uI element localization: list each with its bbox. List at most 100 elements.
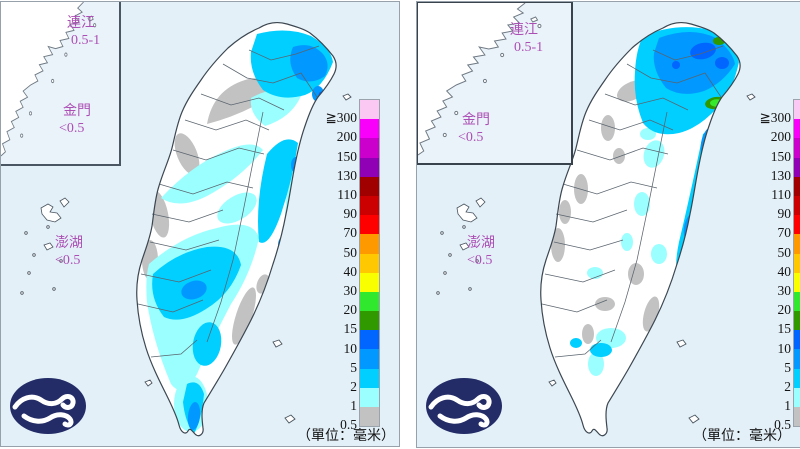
- legend-swatch-200: [794, 119, 800, 139]
- cwb-logo-left: [10, 378, 86, 434]
- right-map-svg: [436, 21, 756, 437]
- kinmen-value: <0.5: [59, 121, 85, 136]
- legend-swatch-15: [794, 311, 800, 331]
- legend-swatch-10: [360, 330, 379, 350]
- rain-medium-5-10: [181, 45, 328, 430]
- legend-swatch-1: [794, 387, 800, 407]
- legend-label-110: 110: [337, 187, 357, 202]
- rainfall-legend-left: ≧300 200 150 130 110 90 70 50 40 30 20 15 10 5 2 1 0.5: [313, 99, 383, 432]
- inset-coast-svg: [1, 2, 97, 157]
- legend-swatch-column: [793, 99, 800, 428]
- legend-label-300: ≧300: [759, 110, 791, 126]
- right-map-panel: 連江 0.5-1 金門 <0.5 澎湖 <0.5 ≧300 200 150 130 1 1…: [416, 1, 800, 448]
- legend-label-20: 20: [343, 302, 358, 318]
- legend-swatch-5: [360, 349, 379, 369]
- legend-label-150: 150: [770, 148, 791, 164]
- county-borders-left: [137, 45, 320, 358]
- legend-swatch-300: [794, 100, 800, 120]
- kinmen-value: <0.5: [458, 130, 484, 145]
- legend-label-200: 200: [336, 129, 357, 145]
- legend-swatch-20: [360, 291, 379, 312]
- legend-swatch-90: [794, 195, 800, 216]
- legend-label-90: 90: [777, 206, 792, 222]
- legend-label-1: 1: [784, 398, 791, 414]
- legend-swatch-300: [360, 100, 379, 120]
- legend-label-5: 5: [350, 359, 357, 375]
- legend-label-1: 1: [350, 398, 357, 414]
- legend-label-200: 200: [770, 129, 791, 145]
- legend-label-70: 70: [777, 225, 792, 241]
- matsu-islets: [442, 16, 542, 138]
- lienchiang-label: 連江: [67, 16, 95, 31]
- legend-label-0.5: 0.5: [340, 417, 357, 433]
- legend-swatch-70: [360, 215, 379, 235]
- legend-swatch-2: [360, 368, 379, 388]
- lienchiang-value: 0.5-1: [71, 33, 101, 48]
- penghu-value: <0.5: [55, 253, 81, 268]
- mainland-inset-left: 連江 0.5-1 金門 <0.5: [1, 2, 121, 166]
- penghu-label-left: 澎湖 <0.5: [55, 235, 83, 269]
- legend-label-150: 150: [336, 148, 357, 164]
- legend-label-70: 70: [343, 225, 358, 241]
- legend-swatch-5: [794, 349, 800, 369]
- legend-swatch-30: [360, 272, 379, 292]
- legend-label-130: 130: [770, 167, 791, 183]
- legend-swatch-150: [794, 138, 800, 158]
- matsu-islets: [20, 15, 97, 138]
- legend-swatch-70: [794, 215, 800, 235]
- county-borders-right: [541, 45, 724, 358]
- unit-note-right: （單位：毫米）: [693, 429, 791, 444]
- legend-label-300: ≧300: [325, 110, 357, 126]
- penghu-islands-left: [20, 197, 70, 295]
- legend-label-2: 2: [784, 379, 791, 394]
- cwb-logo-right: [426, 378, 502, 434]
- legend-label-50: 50: [777, 244, 792, 260]
- legend-label-10: 10: [343, 340, 358, 356]
- legend-swatch-10: [794, 330, 800, 350]
- legend-swatch-15: [360, 311, 379, 331]
- legend-label-10: 10: [777, 340, 792, 356]
- legend-swatch-50: [360, 234, 379, 254]
- left-map-svg: [20, 21, 352, 437]
- legend-label-50: 50: [343, 244, 358, 260]
- legend-swatch-150: [360, 138, 379, 158]
- legend-swatch-90: [360, 195, 379, 216]
- legend-label-40: 40: [343, 263, 358, 279]
- legend-label-0.5: 0.5: [774, 417, 791, 433]
- unit-note-left: （單位：毫米）: [297, 429, 395, 444]
- legend-swatch-130: [360, 157, 379, 177]
- penghu-name: 澎湖: [467, 236, 495, 251]
- penghu-islands-right: [436, 197, 486, 295]
- legend-swatch-1: [360, 387, 379, 407]
- offshore-islands-right: [548, 93, 756, 424]
- legend-swatch-200: [360, 119, 379, 139]
- legend-swatch-20: [794, 291, 800, 312]
- rain-palecyan-1-2: [587, 128, 667, 376]
- legend-swatch-110: [360, 176, 379, 196]
- inset-coast-svg: [418, 3, 542, 156]
- legend-label-15: 15: [343, 321, 358, 337]
- legend-label-15: 15: [777, 321, 792, 337]
- offshore-islands-left: [144, 93, 352, 424]
- legend-swatch-40: [794, 253, 800, 273]
- legend-swatch-2: [794, 368, 800, 388]
- legend-swatch-110: [794, 176, 800, 196]
- kinmen-label: 金門: [63, 104, 91, 119]
- mainland-inset-right: 連江 0.5-1 金門 <0.5: [417, 2, 573, 165]
- left-map-panel: 連江 0.5-1 金門 <0.5 澎湖 <0.5 ≧300 200 150 1 30 11…: [0, 1, 400, 447]
- penghu-name: 澎湖: [55, 236, 83, 251]
- lienchiang-value: 0.5-1: [514, 40, 544, 55]
- rainfall-legend-right: ≧300 200 150 130 110 90 70 50 40 30 20 15 10 5 2 1 0.5: [747, 99, 800, 432]
- legend-swatch-30: [794, 272, 800, 292]
- penghu-value: <0.5: [467, 253, 493, 268]
- legend-label-5: 5: [784, 359, 791, 375]
- legend-swatch-0.5: [794, 407, 800, 427]
- legend-label-2: 2: [350, 379, 357, 394]
- legend-label-20: 20: [777, 302, 792, 318]
- legend-label-40: 40: [777, 263, 792, 279]
- legend-swatch-0.5: [360, 407, 379, 427]
- legend-swatch-column: [359, 99, 380, 428]
- legend-label-30: 30: [343, 283, 358, 298]
- penghu-label-right: 澎湖 <0.5: [467, 235, 495, 269]
